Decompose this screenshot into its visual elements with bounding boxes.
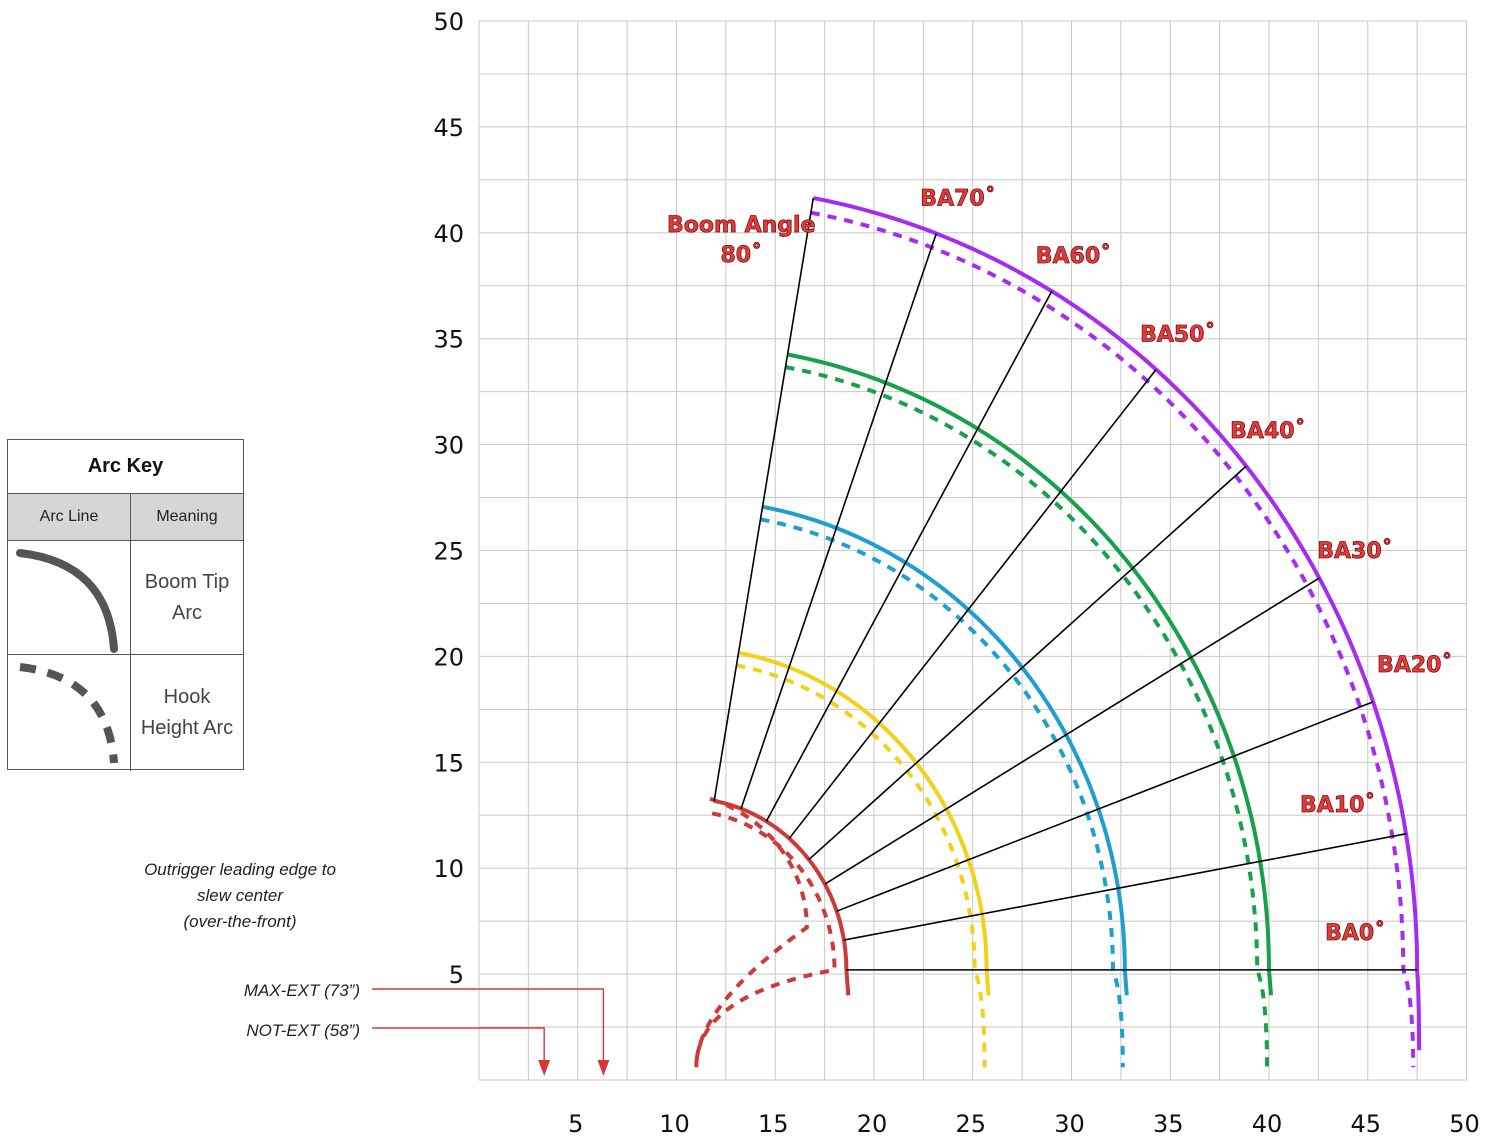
boom-tip-arc-5 [812,196,1422,1051]
y-tick-label: 15 [433,749,464,777]
dashed-arc-icon [19,663,118,764]
y-tick-label: 40 [433,220,464,248]
x-tick-label: 45 [1350,1110,1381,1137]
y-tick-label: 50 [433,8,464,36]
arc-key-table: Arc Key Arc Line Meaning Boom Tip Arc Ho… [7,439,244,771]
not-ext-label: NOT-EXT (58”) [246,1021,360,1040]
outrigger-notes: Outrigger leading edge to slew center (o… [144,860,360,1040]
boom-angle-line-10 [843,832,1407,941]
boom-tip-arc-3 [762,504,1129,996]
boom-angle-label-0: BA0˚ [1325,921,1385,946]
y-axis-ticks: 5 10 15 20 25 30 35 40 45 50 [433,8,464,989]
boom-angle-line-30 [824,577,1320,885]
arc-key-meaning-1: Boom Tip Arc [144,570,230,624]
dashed-arc-swatch [8,655,131,771]
boom-angle-label-40: BA40˚ [1230,419,1305,444]
max-ext-label: MAX-EXT (73”) [244,981,360,1000]
outrigger-note-line-3: (over-the-front) [183,912,296,931]
outrigger-note-line-2: slew center [197,886,284,905]
solid-arc-swatch [8,541,131,654]
x-tick-label: 35 [1153,1110,1184,1137]
x-tick-label: 50 [1449,1110,1480,1137]
y-tick-label: 20 [433,643,464,671]
boom-angle-label-30: BA30˚ [1317,539,1392,564]
x-tick-label: 10 [659,1110,690,1137]
boom-tip-arc-1 [713,798,851,996]
hook-height-arc-3 [760,517,1125,1068]
arc-key-row-dashed: Hook Height Arc [8,655,243,771]
x-tick-label: 20 [857,1110,888,1137]
y-tick-label: 35 [433,326,464,354]
boom-angle-line-40 [808,465,1247,861]
hook-height-arc-2 [736,663,987,1068]
boom-angle-label-80: Boom Angle [667,213,815,238]
boom-angle-label-20: BA20˚ [1377,653,1452,678]
arc-key-title: Arc Key [8,440,243,494]
boom-angle-label-60: BA60˚ [1036,244,1111,269]
y-tick-label: 10 [433,855,464,883]
x-tick-label: 15 [758,1110,789,1137]
x-axis-ticks: 5 10 15 20 25 30 35 40 45 50 [568,1110,1480,1137]
boom-angle-label-50: BA50˚ [1140,323,1215,348]
not-ext-arrow-arrowhead [538,1060,551,1076]
boom-angle-line-80 [713,197,815,802]
arc-key-header: Arc Line Meaning [8,494,243,541]
arc-lines [694,196,1422,1068]
y-tick-label: 5 [449,961,464,989]
boom-angle-label-70: BA70˚ [920,186,995,211]
boom-tip-arc-2 [738,650,991,996]
x-tick-label: 25 [955,1110,986,1137]
boom-angle-line-50 [788,369,1157,839]
boom-angle-line-60 [765,290,1053,822]
hook-height-arc-5 [810,210,1416,1068]
boom-angle-label-80: 80˚ [720,243,762,268]
arc-key-col-meaning: Meaning [156,508,218,525]
arc-key-meaning-2: Hook Height Arc [140,686,234,739]
arc-key-col-line: Arc Line [8,494,131,540]
boom-angle-labels: BA0˚ BA10˚ BA20˚ BA30˚ BA40˚ BA50˚ BA60˚ BA70˚ B… [667,186,1453,946]
not-ext-arrow-line [372,1027,545,1062]
x-tick-label: 40 [1252,1110,1283,1137]
x-tick-label: 5 [568,1110,583,1137]
x-tick-label: 30 [1054,1110,1085,1137]
outrigger-note-line-1: Outrigger leading edge to [144,860,336,879]
chart-grid [478,20,1467,1081]
boom-angle-label-10: BA10˚ [1300,793,1375,818]
boom-angle-line-20 [836,701,1374,912]
hook-height-arc-1 [694,811,837,1068]
y-tick-label: 25 [433,538,464,566]
boom-angle-lines [713,197,1418,971]
hook-height-arc-4 [785,365,1269,1068]
arc-key-row-solid: Boom Tip Arc [8,541,243,655]
outrigger-arrows [372,988,610,1076]
hook-height-arc-inner [694,796,809,1068]
y-tick-label: 45 [433,114,464,142]
max-ext-arrow-line [372,988,605,1062]
boom-tip-arc-4 [787,352,1273,996]
y-tick-label: 30 [433,432,464,460]
boom-angle-line-70 [740,233,938,809]
solid-arc-icon [16,549,118,653]
max-ext-arrow-arrowhead [597,1060,610,1076]
